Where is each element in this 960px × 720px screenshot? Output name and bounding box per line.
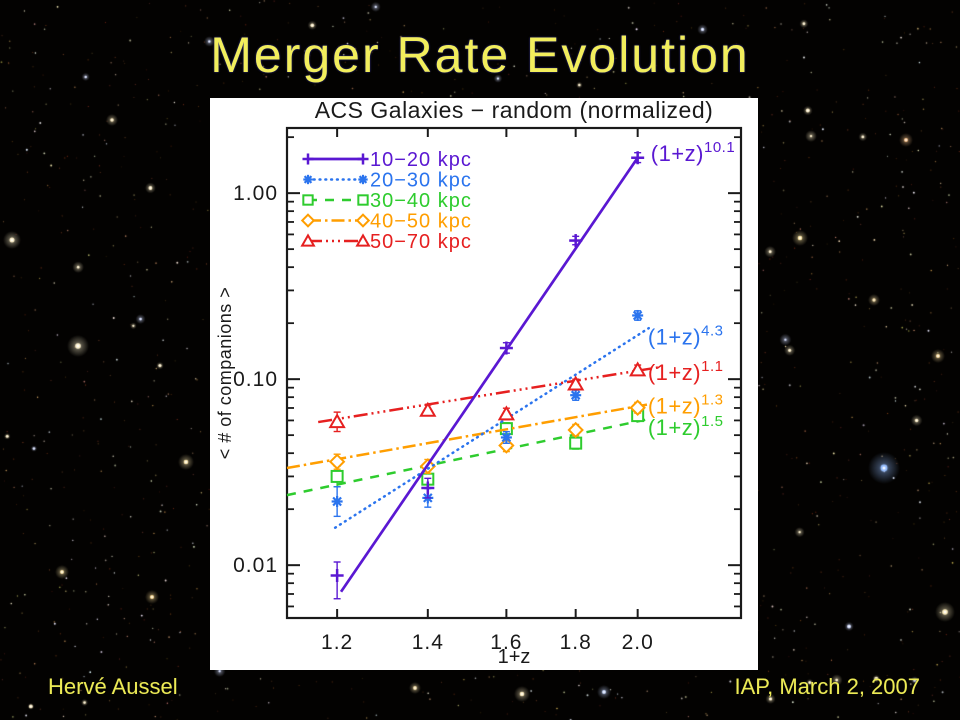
x-axis-label: 1+z	[498, 646, 531, 668]
legend-item-10-20-kpc: 10−20 kpc	[302, 149, 471, 171]
svg-text:1.8: 1.8	[560, 631, 592, 654]
legend-item-30-40-kpc: 30−40 kpc	[302, 190, 472, 212]
legend-item-50-70-kpc: 50−70 kpc	[300, 231, 472, 253]
svg-text:1.00: 1.00	[233, 182, 278, 205]
series-50-70-kpc	[317, 361, 661, 433]
legend-item-20-30-kpc: 20−30 kpc	[303, 170, 472, 192]
svg-text:2.0: 2.0	[622, 631, 654, 654]
y-axis-label: < # of companions >	[215, 287, 235, 460]
svg-text:1.2: 1.2	[321, 631, 353, 654]
legend-item-40-50-kpc: 40−50 kpc	[300, 211, 472, 233]
svg-text:0.01: 0.01	[233, 554, 278, 577]
svg-text:30−40 kpc: 30−40 kpc	[370, 190, 472, 212]
power-law-label-10-20-kpc: (1+z)10.1	[651, 139, 735, 166]
power-law-label-20-30-kpc: (1+z)4.3	[648, 322, 724, 349]
power-law-label-50-70-kpc: (1+z)1.1	[648, 358, 724, 385]
svg-text:20−30 kpc: 20−30 kpc	[370, 170, 472, 192]
svg-text:50−70 kpc: 50−70 kpc	[370, 231, 472, 253]
series-40-50-kpc	[286, 399, 651, 475]
series-20-30-kpc	[331, 309, 650, 529]
series-10-20-kpc	[330, 151, 645, 600]
chart-panel: 1.2 1.4 1.6 1.8 2.0 1.00 0.10 0.01 ACS Galaxies …	[210, 98, 758, 670]
svg-text:1.6: 1.6	[490, 631, 522, 654]
slide-title: Merger Rate Evolution	[210, 27, 750, 83]
svg-text:0.10: 0.10	[233, 368, 278, 391]
merger-rate-chart: 1.2 1.4 1.6 1.8 2.0 1.00 0.10 0.01 ACS Galaxies …	[215, 98, 743, 668]
chart-title: ACS Galaxies − random (normalized)	[315, 98, 714, 123]
svg-text:1.4: 1.4	[412, 631, 444, 654]
power-law-labels: (1+z)10.1(1+z)4.3(1+z)1.5(1+z)1.3(1+z)1.…	[648, 139, 735, 440]
svg-text:10−20 kpc: 10−20 kpc	[370, 149, 472, 171]
svg-text:40−50 kpc: 40−50 kpc	[370, 211, 472, 233]
footer-venue-date: IAP, March 2, 2007	[734, 674, 921, 699]
axes: 1.2 1.4 1.6 1.8 2.0 1.00 0.10 0.01 ACS Galaxies …	[215, 98, 743, 668]
footer-author: Hervé Aussel	[48, 674, 178, 699]
